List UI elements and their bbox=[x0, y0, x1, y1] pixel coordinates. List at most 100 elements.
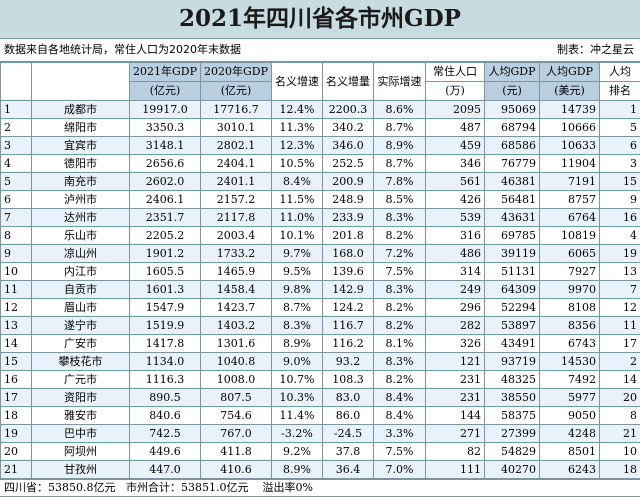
nominal-increase: 36.4 bbox=[323, 461, 374, 479]
gdp-2020: 411.8 bbox=[201, 443, 272, 461]
city-name: 自贡市 bbox=[32, 281, 130, 299]
per-capita-gdp-usd: 10633 bbox=[540, 137, 600, 155]
nominal-growth: 9.2% bbox=[272, 443, 323, 461]
real-growth: 8.6% bbox=[374, 101, 426, 119]
per-capita-gdp: 58375 bbox=[485, 407, 540, 425]
population: 249 bbox=[426, 281, 485, 299]
population: 231 bbox=[426, 371, 485, 389]
population: 486 bbox=[426, 245, 485, 263]
real-growth: 7.5% bbox=[374, 443, 426, 461]
nominal-increase: 346.0 bbox=[323, 137, 374, 155]
population: 296 bbox=[426, 299, 485, 317]
row-index: 20 bbox=[1, 443, 32, 461]
population: 316 bbox=[426, 227, 485, 245]
header-per-capita-usd: 人均GDP bbox=[540, 63, 600, 82]
per-capita-gdp-usd: 14530 bbox=[540, 353, 600, 371]
real-growth: 8.3% bbox=[374, 353, 426, 371]
per-capita-rank: 9 bbox=[600, 191, 640, 209]
real-growth: 8.2% bbox=[374, 317, 426, 335]
nominal-growth: 8.9% bbox=[272, 461, 323, 479]
per-capita-gdp: 68586 bbox=[485, 137, 540, 155]
per-capita-rank: 8 bbox=[600, 407, 640, 425]
population: 2095 bbox=[426, 101, 485, 119]
per-capita-gdp: 48325 bbox=[485, 371, 540, 389]
real-growth: 7.2% bbox=[374, 245, 426, 263]
row-index: 10 bbox=[1, 263, 32, 281]
header-per-capita-usd-unit: (美元) bbox=[540, 82, 600, 101]
per-capita-rank: 2 bbox=[600, 353, 640, 371]
population: 231 bbox=[426, 389, 485, 407]
nominal-increase: 200.9 bbox=[323, 173, 374, 191]
page-title: 2021年四川省各市州GDP bbox=[0, 0, 640, 39]
per-capita-gdp-usd: 9970 bbox=[540, 281, 600, 299]
per-capita-gdp-usd: 7191 bbox=[540, 173, 600, 191]
nominal-growth: 9.0% bbox=[272, 353, 323, 371]
nominal-increase: 233.9 bbox=[323, 209, 374, 227]
per-capita-rank: 11 bbox=[600, 317, 640, 335]
city-name: 宜宾市 bbox=[32, 137, 130, 155]
gdp-2020: 1008.0 bbox=[201, 371, 272, 389]
gdp-2021: 1417.8 bbox=[130, 335, 201, 353]
header-rank: 人均 bbox=[600, 63, 640, 82]
population: 82 bbox=[426, 443, 485, 461]
per-capita-gdp-usd: 10819 bbox=[540, 227, 600, 245]
gdp-2020: 2117.8 bbox=[201, 209, 272, 227]
per-capita-gdp-usd: 11904 bbox=[540, 155, 600, 173]
header-gdp2020: 2020年GDP bbox=[201, 63, 272, 82]
gdp-2020: 1403.2 bbox=[201, 317, 272, 335]
gdp-2020: 17716.7 bbox=[201, 101, 272, 119]
gdp-2021: 449.6 bbox=[130, 443, 201, 461]
real-growth: 8.1% bbox=[374, 335, 426, 353]
header-per-capita-unit: (元) bbox=[485, 82, 540, 101]
row-index: 3 bbox=[1, 137, 32, 155]
row-index: 2 bbox=[1, 119, 32, 137]
nominal-growth: 12.3% bbox=[272, 137, 323, 155]
city-name: 雅安市 bbox=[32, 407, 130, 425]
per-capita-gdp: 53897 bbox=[485, 317, 540, 335]
per-capita-gdp-usd: 14739 bbox=[540, 101, 600, 119]
nominal-growth: 10.3% bbox=[272, 389, 323, 407]
per-capita-gdp: 51131 bbox=[485, 263, 540, 281]
gdp-2021: 19917.0 bbox=[130, 101, 201, 119]
nominal-growth: -3.2% bbox=[272, 425, 323, 443]
source-note: 数据来自各地统计局，常住人口为2020年末数据 bbox=[4, 39, 241, 61]
per-capita-rank: 19 bbox=[600, 245, 640, 263]
header-index bbox=[1, 63, 32, 101]
per-capita-gdp-usd: 6065 bbox=[540, 245, 600, 263]
city-name: 泸州市 bbox=[32, 191, 130, 209]
real-growth: 8.3% bbox=[374, 281, 426, 299]
population: 314 bbox=[426, 263, 485, 281]
population: 144 bbox=[426, 407, 485, 425]
gdp-2021: 3350.3 bbox=[130, 119, 201, 137]
per-capita-gdp-usd: 4248 bbox=[540, 425, 600, 443]
per-capita-gdp: 69785 bbox=[485, 227, 540, 245]
gdp-2020: 2401.1 bbox=[201, 173, 272, 191]
per-capita-gdp: 52294 bbox=[485, 299, 540, 317]
real-growth: 8.2% bbox=[374, 299, 426, 317]
per-capita-gdp-usd: 6243 bbox=[540, 461, 600, 479]
per-capita-gdp: 54829 bbox=[485, 443, 540, 461]
city-name: 甘孜州 bbox=[32, 461, 130, 479]
author-note: 制表：冲之星云 bbox=[557, 39, 634, 61]
per-capita-gdp-usd: 8757 bbox=[540, 191, 600, 209]
nominal-increase: 116.2 bbox=[323, 335, 374, 353]
gdp-2020: 2157.2 bbox=[201, 191, 272, 209]
gdp-2021: 2656.6 bbox=[130, 155, 201, 173]
per-capita-rank: 14 bbox=[600, 371, 640, 389]
per-capita-gdp: 43631 bbox=[485, 209, 540, 227]
row-index: 21 bbox=[1, 461, 32, 479]
real-growth: 8.3% bbox=[374, 209, 426, 227]
gdp-2020: 1733.2 bbox=[201, 245, 272, 263]
city-name: 内江市 bbox=[32, 263, 130, 281]
real-growth: 8.7% bbox=[374, 119, 426, 137]
per-capita-gdp-usd: 8501 bbox=[540, 443, 600, 461]
